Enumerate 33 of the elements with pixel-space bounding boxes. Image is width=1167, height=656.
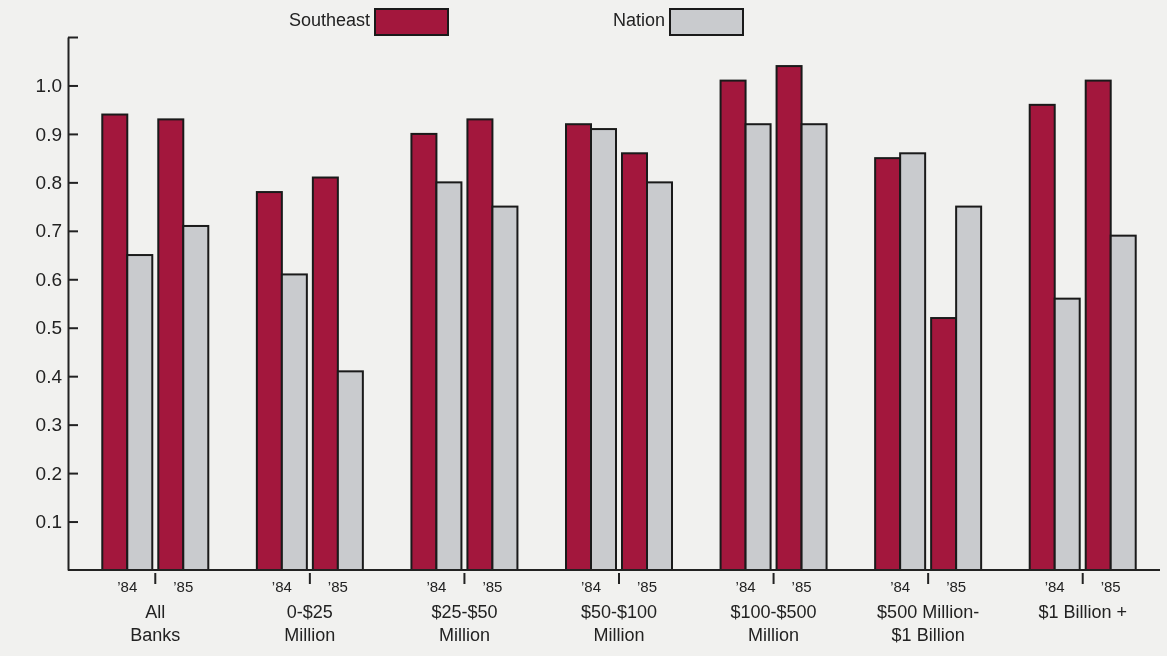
x-tick-label: ’85: [636, 578, 658, 595]
legend-label: Southeast: [288, 10, 370, 30]
x-tick-label: ’84: [271, 578, 292, 595]
x-tick-label: ’84: [735, 578, 756, 595]
text: $1 Billion +: [1038, 602, 1127, 622]
text: 0-$25 Million: [284, 602, 336, 645]
x-tick-label: ’84: [426, 578, 447, 595]
text: All Banks: [130, 602, 181, 645]
y-tick-label: 0.5: [35, 317, 62, 339]
y-tick-label: 0.7: [35, 220, 62, 242]
text: $25-$50 Million: [431, 602, 498, 645]
x-tick-label: ’84: [117, 578, 138, 595]
x-tick-label: ’85: [327, 578, 348, 595]
y-tick-label: 1.0: [35, 75, 62, 97]
x-tick-label: ’85: [173, 578, 194, 595]
x-tick-label: ’85: [791, 578, 812, 595]
y-tick-label: 0.2: [35, 462, 62, 484]
legend-label: Nation: [612, 10, 665, 30]
x-tick-label: ’84: [1044, 578, 1065, 595]
x-tick-label: ’85: [482, 578, 503, 595]
text: $100-$500 Million: [730, 602, 817, 645]
y-tick-label: 0.1: [35, 511, 62, 533]
x-tick-label: ’84: [890, 578, 911, 595]
y-tick-label: 0.6: [35, 268, 62, 290]
x-tick-label: ’84: [580, 578, 602, 595]
y-tick-label: 0.4: [35, 365, 63, 387]
text: $50-$100 Million: [580, 602, 658, 645]
y-tick-label: 0.9: [35, 123, 62, 145]
x-tick-label: ’85: [1100, 578, 1121, 595]
text: $500 Million- $1 Billion: [877, 602, 980, 645]
y-tick-label: 0.8: [35, 171, 62, 193]
y-tick-label: 0.3: [35, 414, 62, 436]
x-tick-label: ’85: [946, 578, 967, 595]
